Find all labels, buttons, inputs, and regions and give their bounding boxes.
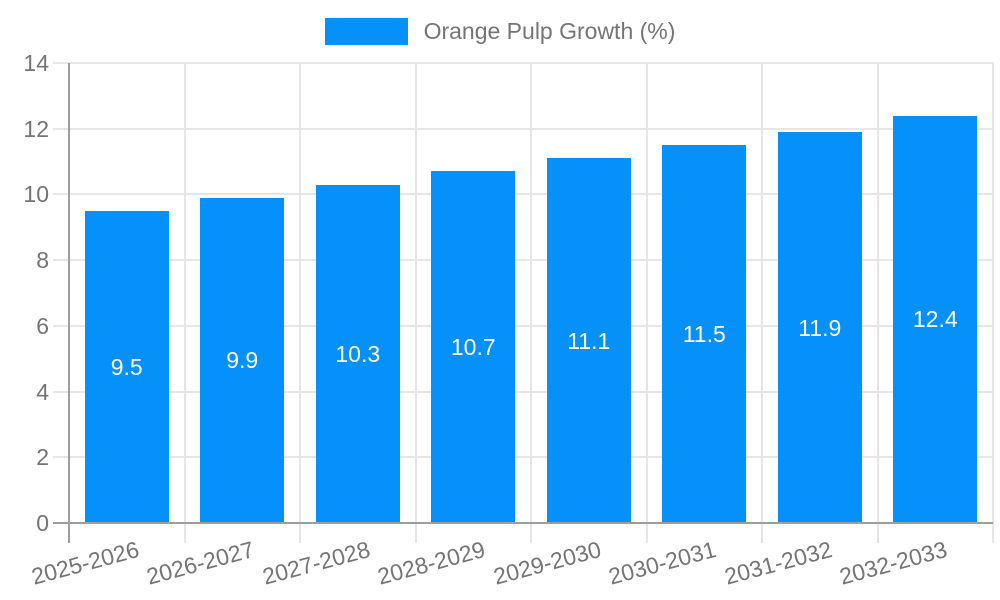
x-tick-label: 2027-2028 <box>259 536 373 590</box>
x-axis-tick <box>299 523 301 543</box>
y-tick-label: 6 <box>36 312 49 339</box>
v-gridline <box>414 63 417 523</box>
y-axis-tick <box>53 127 69 130</box>
x-tick-label: 2026-2027 <box>143 536 257 590</box>
y-tick-label: 4 <box>36 378 49 405</box>
bar[interactable] <box>893 115 978 523</box>
v-gridline <box>645 63 648 523</box>
legend-swatch <box>324 18 408 45</box>
v-gridline <box>183 63 186 523</box>
x-axis-tick <box>761 523 763 543</box>
x-tick-label: 2031-2032 <box>721 536 835 590</box>
y-axis-tick <box>53 522 69 524</box>
y-tick-label: 0 <box>36 510 49 536</box>
legend-item[interactable]: Orange Pulp Growth (%) <box>0 18 1000 45</box>
y-tick-label: 12 <box>23 115 49 142</box>
x-axis-tick <box>530 523 532 543</box>
x-axis-tick <box>645 523 648 543</box>
x-axis-tick <box>876 523 879 543</box>
bar[interactable] <box>315 184 400 523</box>
x-tick-label: 2025-2026 <box>28 536 142 590</box>
bar[interactable] <box>777 132 862 523</box>
y-tick-label: 10 <box>23 181 49 208</box>
bar[interactable] <box>662 145 747 523</box>
v-gridline <box>876 63 879 523</box>
y-axis-tick <box>53 193 69 196</box>
y-tick-label: 8 <box>36 247 49 274</box>
bar[interactable] <box>431 171 516 523</box>
v-gridline <box>761 63 763 523</box>
x-axis-tick <box>414 523 417 543</box>
y-axis-tick <box>53 390 69 393</box>
y-tick-label: 2 <box>36 444 49 471</box>
v-gridline <box>992 63 994 523</box>
bar[interactable] <box>200 197 285 523</box>
v-gridline <box>530 63 532 523</box>
x-axis-line-overlay <box>69 522 993 524</box>
legend-label: Orange Pulp Growth (%) <box>423 18 676 44</box>
y-axis-tick <box>53 324 69 327</box>
y-tick-label: 14 <box>23 50 49 76</box>
bar[interactable] <box>546 158 631 523</box>
y-axis-tick <box>53 259 69 262</box>
x-tick-label: 2032-2033 <box>836 536 950 590</box>
x-axis-tick <box>68 523 70 543</box>
x-axis-tick <box>183 523 186 543</box>
x-tick-label: 2028-2029 <box>374 536 488 590</box>
y-axis-line-overlay <box>68 63 70 523</box>
y-axis-tick <box>53 62 69 64</box>
bar[interactable] <box>84 210 169 523</box>
x-tick-label: 2029-2030 <box>490 536 604 590</box>
y-axis-tick <box>53 456 69 459</box>
x-axis-tick <box>992 523 994 543</box>
v-gridline <box>299 63 301 523</box>
x-tick-label: 2030-2031 <box>605 536 719 590</box>
